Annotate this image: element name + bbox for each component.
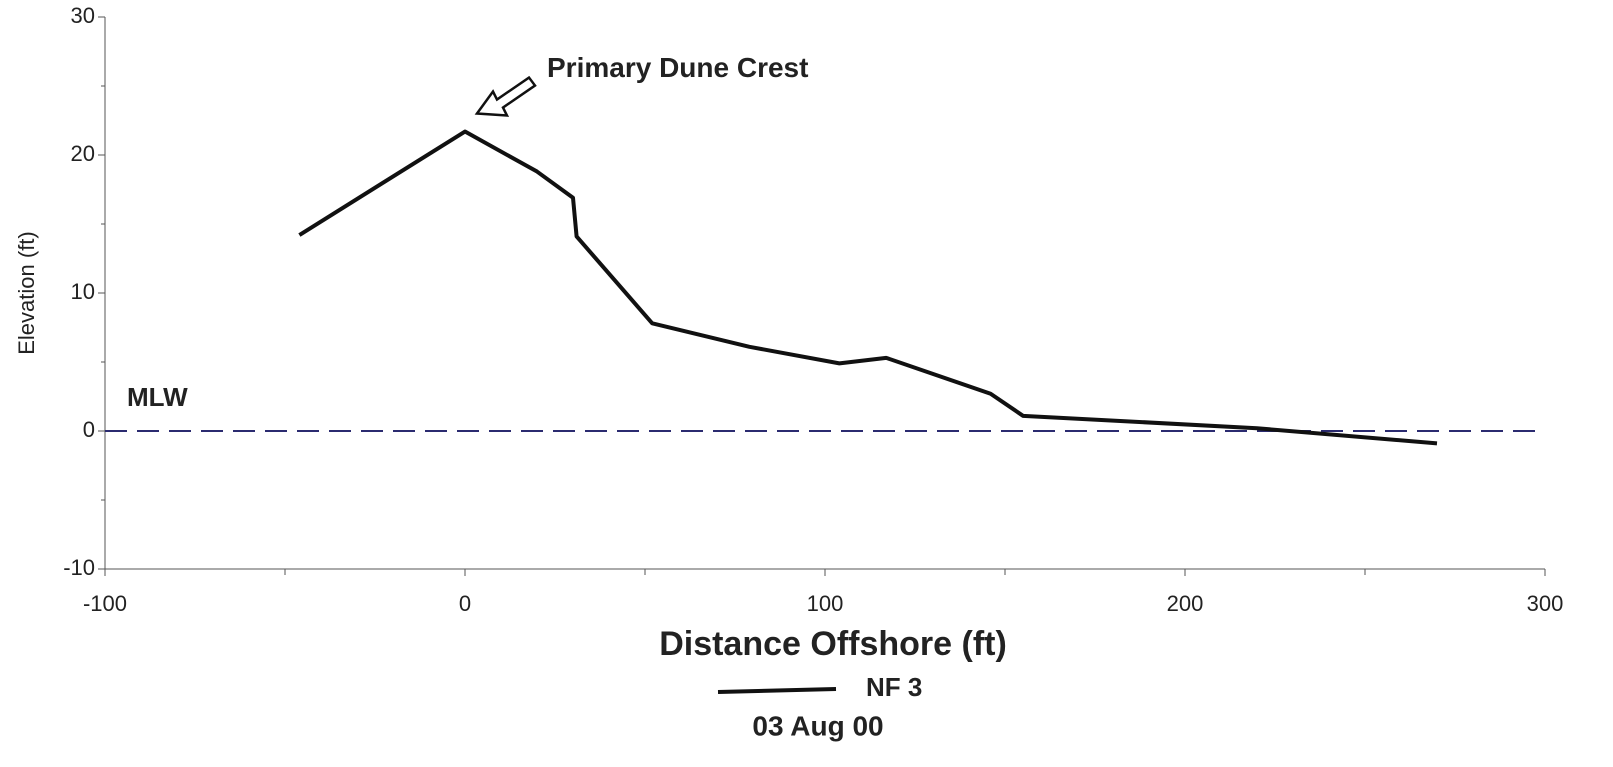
y-axis-label: Elevation (ft) xyxy=(14,231,39,355)
legend-swatch xyxy=(717,687,837,694)
x-tick-label: -100 xyxy=(83,591,127,616)
annotation-label: Primary Dune Crest xyxy=(547,52,808,83)
legend-subtitle: 03 Aug 00 xyxy=(752,710,883,741)
x-tick-label: 100 xyxy=(807,591,844,616)
y-tick-label: 20 xyxy=(71,141,95,166)
x-tick-label: 200 xyxy=(1167,591,1204,616)
y-tick-label: 0 xyxy=(83,417,95,442)
x-tick-label: 300 xyxy=(1527,591,1564,616)
annotation-arrow xyxy=(474,75,537,117)
data-line xyxy=(298,129,1438,446)
reference-label: MLW xyxy=(127,382,188,412)
y-tick-label: -10 xyxy=(63,555,95,580)
x-tick-label: 0 xyxy=(459,591,471,616)
legend-label: NF 3 xyxy=(866,672,922,702)
x-axis-label: Distance Offshore (ft) xyxy=(659,625,1007,663)
y-tick-label: 10 xyxy=(71,279,95,304)
y-tick-label: 30 xyxy=(71,3,95,28)
